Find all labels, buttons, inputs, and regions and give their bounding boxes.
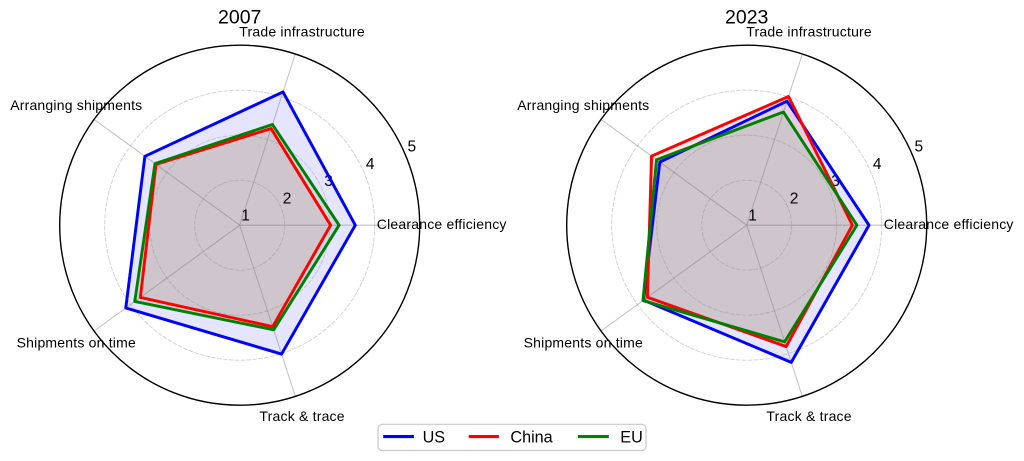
svg-text:Clearance efficiency: Clearance efficiency [884,216,1014,232]
svg-text:1: 1 [748,208,757,225]
svg-text:Track & trace: Track & trace [766,408,851,424]
svg-text:China: China [510,429,552,447]
svg-text:EU: EU [620,429,643,447]
svg-text:Trade infrastructure: Trade infrastructure [746,24,872,40]
svg-text:3: 3 [324,173,333,190]
svg-text:4: 4 [366,156,375,173]
svg-text:Track & trace: Track & trace [259,408,344,424]
svg-text:1: 1 [241,208,250,225]
svg-text:US: US [423,429,446,447]
svg-text:Trade infrastructure: Trade infrastructure [239,24,365,40]
svg-text:Arranging shipments: Arranging shipments [10,97,142,113]
svg-text:5: 5 [407,139,416,156]
svg-text:2: 2 [790,190,799,207]
svg-text:Clearance efficiency: Clearance efficiency [377,216,507,232]
svg-text:4: 4 [873,156,882,173]
svg-text:2023: 2023 [725,7,768,29]
svg-text:2: 2 [283,190,292,207]
svg-text:Shipments on time: Shipments on time [524,335,643,351]
svg-text:Shipments on time: Shipments on time [17,335,136,351]
svg-text:3: 3 [831,173,840,190]
svg-text:2007: 2007 [218,7,261,29]
svg-text:5: 5 [914,139,923,156]
svg-text:Arranging shipments: Arranging shipments [517,97,649,113]
